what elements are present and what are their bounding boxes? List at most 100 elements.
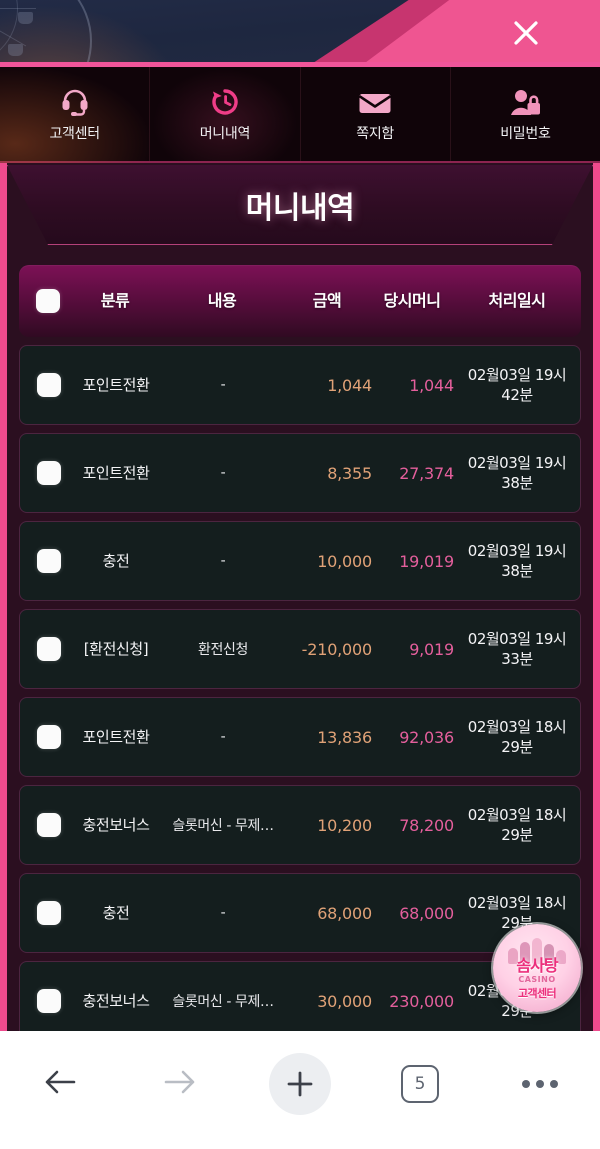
close-icon[interactable]	[507, 14, 545, 52]
table-row[interactable]: 포인트전환 - 1,044 1,044 02월03일 19시42분	[19, 345, 581, 425]
money-history-table: 분류 내용 금액 당시머니 처리일시 포인트전환 - 1,044 1,044 02월03…	[7, 245, 593, 1031]
select-all-checkbox[interactable]	[36, 289, 60, 313]
nav-item-password[interactable]: 비밀번호	[451, 67, 600, 161]
cell-balance: 230,000	[389, 991, 454, 1011]
cell-amount: 30,000	[317, 991, 372, 1011]
row-checkbox[interactable]	[37, 549, 61, 573]
table-row[interactable]: 포인트전환 - 13,836 92,036 02월03일 18시29분	[19, 697, 581, 777]
top-banner	[0, 0, 600, 65]
table-body: 포인트전환 -1,044 1,044 02월03일 19시42분 포인트전환 -8,355…	[19, 345, 581, 1031]
cell-memo: -	[220, 553, 226, 569]
page-title-banner: 머니내역	[7, 165, 593, 245]
nav-item-message-box[interactable]: 쪽지함	[301, 67, 451, 161]
cell-type: 충전보너스	[82, 815, 150, 834]
cell-amount: 13,836	[317, 727, 372, 747]
row-select-cell	[28, 549, 70, 573]
cell-amount: 10,000	[317, 551, 372, 571]
plus-icon	[269, 1053, 331, 1115]
cell-type: 충전	[102, 551, 130, 570]
forward-button[interactable]	[120, 1053, 240, 1115]
back-arrow-icon	[41, 1066, 79, 1102]
row-checkbox[interactable]	[37, 901, 61, 925]
cell-date: 02월03일 18시29분	[467, 717, 567, 756]
cell-balance: 1,044	[409, 375, 454, 395]
table-row[interactable]: 포인트전환 - 8,355 27,374 02월03일 19시38분	[19, 433, 581, 513]
row-select-cell	[28, 637, 70, 661]
cell-type: 충전보너스	[82, 991, 150, 1010]
nav-item-money-history[interactable]: 머니내역	[150, 67, 301, 161]
back-button[interactable]	[0, 1053, 120, 1115]
table-row[interactable]: [환전신청] 환전신청 -210,000 9,019 02월03일 19시33분	[19, 609, 581, 689]
banner-divider	[0, 62, 600, 67]
new-tab-button[interactable]	[240, 1053, 360, 1115]
cell-amount: -210,000	[301, 639, 373, 659]
column-header-type: 분류	[100, 290, 130, 310]
cell-amount: 10,200	[317, 815, 372, 835]
customer-center-badge[interactable]: 솜사탕 CASINO 고객센터	[493, 924, 581, 1012]
table-header-row: 분류 내용 금액 당시머니 처리일시	[19, 265, 581, 337]
row-checkbox[interactable]	[37, 989, 61, 1013]
tab-count-label: 5	[401, 1065, 439, 1103]
cell-amount: 8,355	[327, 463, 372, 483]
cell-amount: 68,000	[317, 903, 372, 923]
nav-label: 쪽지함	[356, 125, 394, 142]
headset-icon	[60, 86, 90, 116]
cell-type: 충전	[102, 903, 130, 922]
cell-date: 02월03일 19시38분	[467, 541, 567, 580]
cell-balance: 27,374	[399, 463, 454, 483]
more-dots-icon	[522, 1080, 558, 1088]
page-title: 머니내역	[245, 191, 355, 226]
page-content: 머니내역 분류 내용 금액 당시머니 처리일시 포인트전환 - 1,044 1,044…	[0, 163, 600, 1031]
cell-date: 02월03일 19시42분	[467, 365, 567, 404]
row-select-cell	[28, 989, 70, 1013]
table-row[interactable]: 충전보너스 슬롯머신 - 무제… 10,200 78,200 02월03일 18시29분	[19, 785, 581, 865]
cell-balance: 19,019	[399, 551, 454, 571]
badge-figures-icon	[493, 930, 581, 964]
row-checkbox[interactable]	[37, 725, 61, 749]
table-row[interactable]: 충전 -68,000 68,000 02월03일 18시29분	[19, 873, 581, 953]
cell-memo: 슬롯머신 - 무제…	[172, 818, 274, 834]
ferris-wheel-icon	[0, 0, 92, 65]
cell-date: 02월03일 18시29분	[467, 805, 567, 844]
icon-nav-bar: 고객센터 머니내역 쪽지함	[0, 67, 600, 163]
row-checkbox[interactable]	[37, 637, 61, 661]
row-select-cell	[28, 373, 70, 397]
cell-type: 포인트전환	[82, 727, 150, 746]
cell-balance: 68,000	[399, 903, 454, 923]
cell-amount: 1,044	[327, 375, 372, 395]
column-header-date: 처리일시	[488, 290, 546, 310]
envelope-icon	[358, 86, 392, 116]
tab-switcher-button[interactable]: 5	[360, 1053, 480, 1115]
more-menu-button[interactable]	[480, 1053, 600, 1115]
column-header-memo: 내용	[207, 290, 237, 310]
badge-brand: 솜사탕	[516, 955, 558, 975]
select-all-cell	[27, 289, 69, 313]
row-checkbox[interactable]	[37, 373, 61, 397]
cell-date: 02월03일 19시33분	[467, 629, 567, 668]
cell-balance: 9,019	[409, 639, 454, 659]
cell-type: 포인트전환	[82, 375, 150, 394]
cell-memo: -	[220, 377, 226, 393]
cell-memo: -	[220, 905, 226, 921]
nav-item-customer-center[interactable]: 고객센터	[0, 67, 151, 161]
cell-memo: 슬롯머신 - 무제…	[172, 994, 274, 1010]
cell-memo: -	[220, 729, 226, 745]
column-header-amount: 금액	[312, 290, 342, 310]
browser-bottom-bar: 5	[0, 1031, 600, 1149]
row-checkbox[interactable]	[37, 461, 61, 485]
badge-sub: CASINO	[518, 974, 556, 984]
row-select-cell	[28, 461, 70, 485]
cell-balance: 92,036	[399, 727, 454, 747]
row-select-cell	[28, 901, 70, 925]
forward-arrow-icon	[161, 1066, 199, 1102]
nav-label: 비밀번호	[500, 125, 551, 142]
cell-date: 02월03일 19시38분	[467, 453, 567, 492]
cell-memo: -	[220, 465, 226, 481]
cell-type: 포인트전환	[82, 463, 150, 482]
table-row[interactable]: 충전 - 10,000 19,019 02월03일 19시38분	[19, 521, 581, 601]
column-header-balance: 당시머니	[383, 290, 441, 310]
history-clock-icon	[210, 86, 240, 116]
row-checkbox[interactable]	[37, 813, 61, 837]
